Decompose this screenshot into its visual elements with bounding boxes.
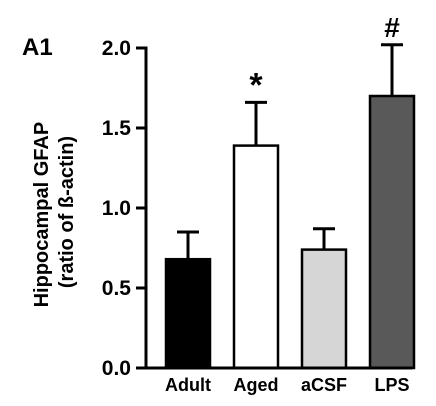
category-label: Adult xyxy=(165,375,211,395)
significance-annotation: # xyxy=(384,12,400,43)
bar-aged xyxy=(232,144,280,370)
significance-annotation: * xyxy=(249,66,263,104)
category-label: Aged xyxy=(234,375,279,395)
annotations-group: *# xyxy=(249,12,400,105)
y-axis-label: Hippocampal GFAP (ratio of ß-actin) xyxy=(31,117,78,308)
category-label: aCSF xyxy=(301,375,347,395)
y-axis-label-line1: Hippocampal GFAP xyxy=(31,122,53,307)
panel-label: A1 xyxy=(22,34,53,61)
error-bars-group xyxy=(177,43,403,260)
y-axis: 0.0 0.5 1.0 1.5 2.0 xyxy=(102,37,148,380)
y-tick-label: 2.0 xyxy=(102,37,131,60)
category-labels-group: Adult Aged aCSF LPS xyxy=(165,375,410,395)
y-tick-label: 1.5 xyxy=(102,117,132,140)
bar-lps xyxy=(368,94,416,370)
y-tick-label: 1.0 xyxy=(102,197,131,220)
y-axis-label-line2: (ratio of ß-actin) xyxy=(56,136,78,288)
y-tick-label: 0.0 xyxy=(102,357,131,380)
bars-group xyxy=(164,94,416,370)
bar-adult xyxy=(164,257,212,370)
y-tick-label: 0.5 xyxy=(102,277,132,300)
bar-acsf xyxy=(300,248,348,370)
category-label: LPS xyxy=(374,375,409,395)
